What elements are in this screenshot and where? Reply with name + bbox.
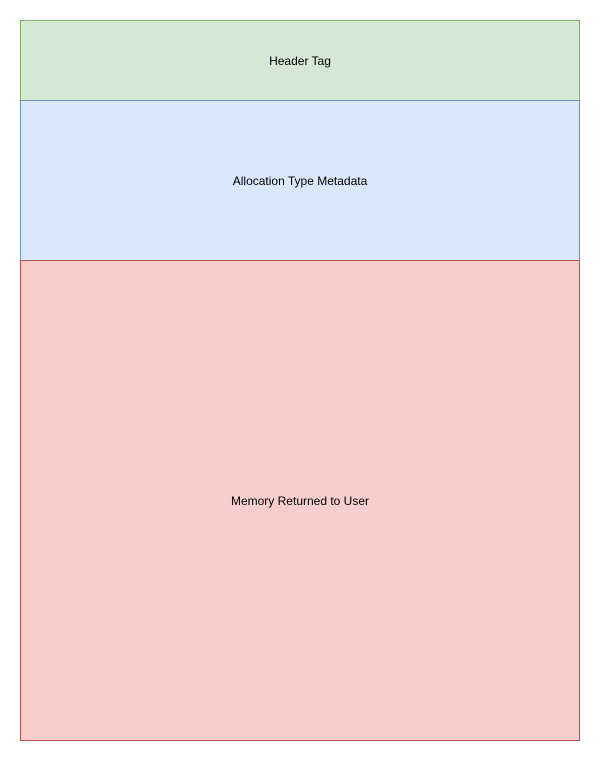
header-tag-label: Header Tag — [269, 53, 331, 68]
header-tag-block: Header Tag — [20, 20, 580, 101]
memory-returned-to-user-block: Memory Returned to User — [20, 260, 580, 741]
allocation-type-metadata-label: Allocation Type Metadata — [232, 173, 368, 188]
memory-returned-to-user-label: Memory Returned to User — [230, 493, 370, 508]
allocation-type-metadata-block: Allocation Type Metadata — [20, 100, 580, 261]
